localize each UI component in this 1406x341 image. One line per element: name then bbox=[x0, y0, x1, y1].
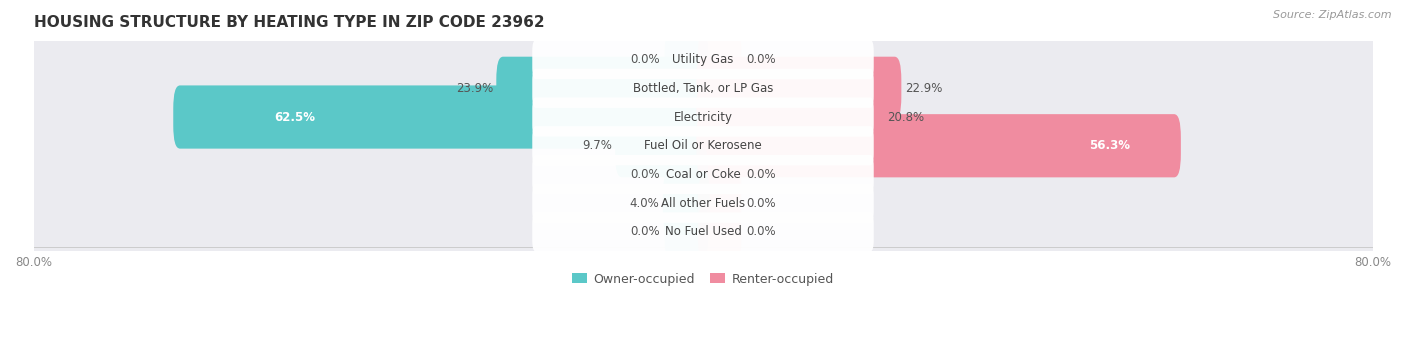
FancyBboxPatch shape bbox=[696, 114, 1181, 177]
FancyBboxPatch shape bbox=[533, 69, 873, 108]
Text: HOUSING STRUCTURE BY HEATING TYPE IN ZIP CODE 23962: HOUSING STRUCTURE BY HEATING TYPE IN ZIP… bbox=[34, 15, 544, 30]
Text: 4.0%: 4.0% bbox=[630, 197, 659, 210]
Text: Coal or Coke: Coal or Coke bbox=[665, 168, 741, 181]
FancyBboxPatch shape bbox=[533, 155, 873, 194]
Text: 0.0%: 0.0% bbox=[747, 197, 776, 210]
Text: 62.5%: 62.5% bbox=[274, 110, 315, 123]
Text: Fuel Oil or Kerosene: Fuel Oil or Kerosene bbox=[644, 139, 762, 152]
FancyBboxPatch shape bbox=[28, 98, 1378, 194]
FancyBboxPatch shape bbox=[696, 57, 901, 120]
FancyBboxPatch shape bbox=[697, 206, 741, 258]
Text: 0.0%: 0.0% bbox=[747, 53, 776, 66]
FancyBboxPatch shape bbox=[533, 98, 873, 136]
Text: Source: ZipAtlas.com: Source: ZipAtlas.com bbox=[1274, 10, 1392, 20]
Text: No Fuel Used: No Fuel Used bbox=[665, 225, 741, 238]
FancyBboxPatch shape bbox=[28, 40, 1378, 136]
FancyBboxPatch shape bbox=[28, 127, 1378, 222]
FancyBboxPatch shape bbox=[28, 12, 1378, 107]
FancyBboxPatch shape bbox=[616, 114, 710, 177]
FancyBboxPatch shape bbox=[697, 177, 741, 229]
Text: 22.9%: 22.9% bbox=[904, 82, 942, 95]
Text: 0.0%: 0.0% bbox=[630, 53, 659, 66]
Text: All other Fuels: All other Fuels bbox=[661, 197, 745, 210]
FancyBboxPatch shape bbox=[665, 149, 709, 201]
FancyBboxPatch shape bbox=[28, 184, 1378, 280]
Text: Utility Gas: Utility Gas bbox=[672, 53, 734, 66]
FancyBboxPatch shape bbox=[533, 126, 873, 165]
Text: 0.0%: 0.0% bbox=[630, 225, 659, 238]
FancyBboxPatch shape bbox=[533, 212, 873, 251]
Text: 0.0%: 0.0% bbox=[747, 225, 776, 238]
FancyBboxPatch shape bbox=[496, 57, 710, 120]
Text: 0.0%: 0.0% bbox=[630, 168, 659, 181]
FancyBboxPatch shape bbox=[28, 155, 1378, 251]
Text: 9.7%: 9.7% bbox=[582, 139, 612, 152]
FancyBboxPatch shape bbox=[697, 149, 741, 201]
Text: 56.3%: 56.3% bbox=[1090, 139, 1130, 152]
FancyBboxPatch shape bbox=[533, 40, 873, 79]
Legend: Owner-occupied, Renter-occupied: Owner-occupied, Renter-occupied bbox=[568, 267, 838, 291]
Text: Bottled, Tank, or LP Gas: Bottled, Tank, or LP Gas bbox=[633, 82, 773, 95]
FancyBboxPatch shape bbox=[665, 34, 709, 85]
FancyBboxPatch shape bbox=[665, 206, 709, 258]
FancyBboxPatch shape bbox=[533, 184, 873, 223]
FancyBboxPatch shape bbox=[662, 172, 710, 235]
FancyBboxPatch shape bbox=[696, 85, 884, 149]
Text: Electricity: Electricity bbox=[673, 110, 733, 123]
Text: 0.0%: 0.0% bbox=[747, 168, 776, 181]
Text: 23.9%: 23.9% bbox=[456, 82, 494, 95]
FancyBboxPatch shape bbox=[697, 34, 741, 85]
FancyBboxPatch shape bbox=[173, 85, 710, 149]
FancyBboxPatch shape bbox=[28, 69, 1378, 165]
Text: 20.8%: 20.8% bbox=[887, 110, 924, 123]
